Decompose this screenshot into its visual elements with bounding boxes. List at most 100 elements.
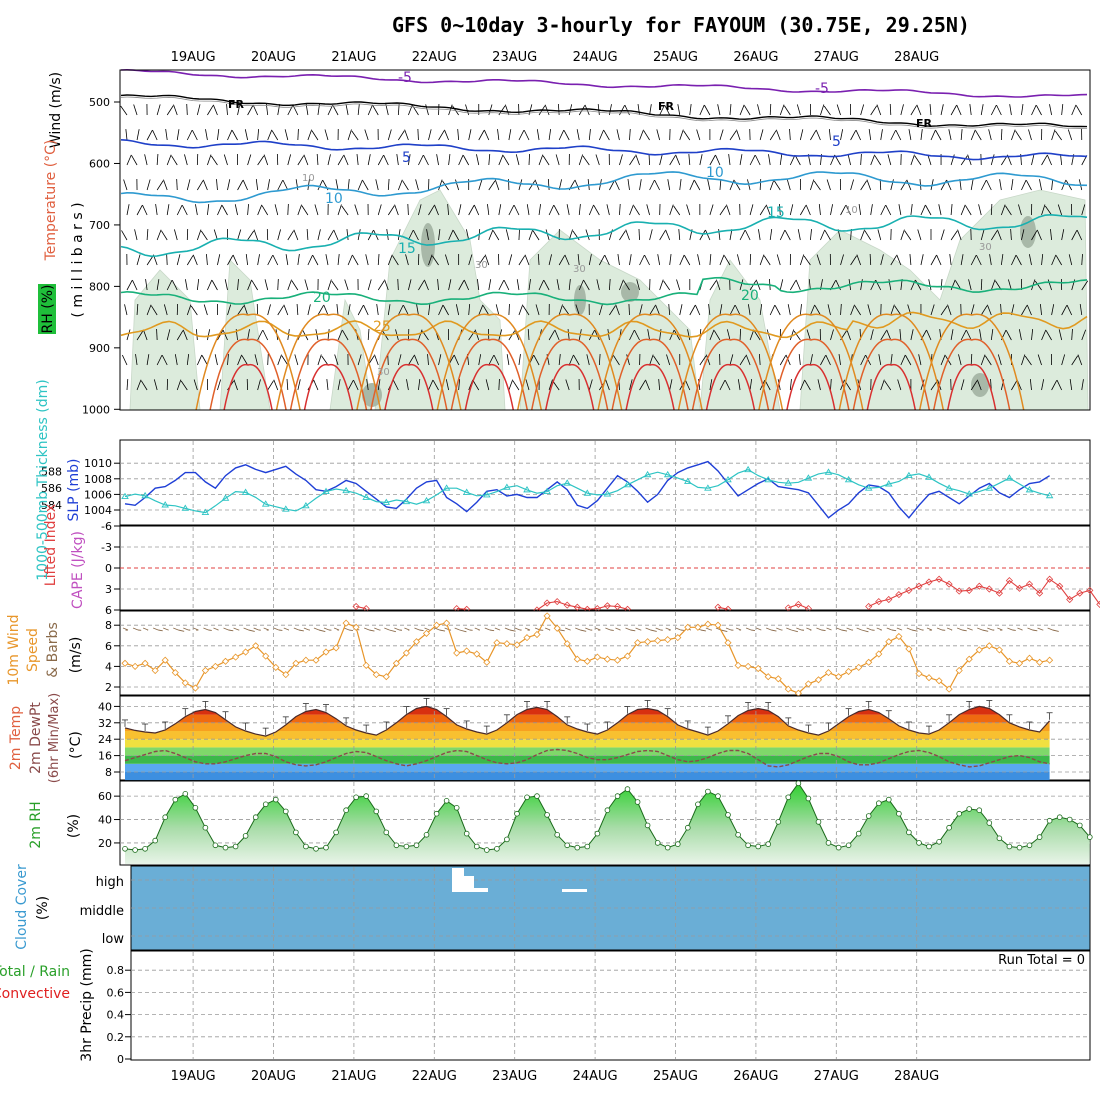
- wind-tick-2: 2: [105, 681, 112, 694]
- rh-marker: [645, 823, 650, 828]
- rh-marker: [866, 814, 871, 819]
- cloud-label: Cloud Cover: [14, 864, 30, 950]
- rh-tick-60: 60: [98, 790, 112, 803]
- date-bottom-26aug: 26AUG: [733, 1069, 778, 1084]
- rh-label-c: 30: [573, 264, 586, 275]
- rh-marker: [1057, 815, 1062, 820]
- rh-tick-40: 40: [98, 814, 112, 827]
- rh-marker: [414, 843, 419, 848]
- rh-marker: [937, 839, 942, 844]
- rh-marker: [364, 794, 369, 799]
- li-tick--6: -6: [101, 520, 112, 533]
- rh-marker: [816, 820, 821, 825]
- rh-marker: [977, 808, 982, 813]
- cloud-gap-c: [474, 888, 488, 892]
- temp-label-b: 2m DewPt: [28, 702, 44, 774]
- rh-marker: [1027, 843, 1032, 848]
- date-top-22aug: 22AUG: [412, 50, 457, 65]
- rh-marker: [163, 815, 168, 820]
- isotherm-label-10-a: 10: [325, 191, 343, 207]
- rh-marker: [1037, 835, 1042, 840]
- date-top-25aug: 25AUG: [653, 50, 698, 65]
- rh-marker: [766, 842, 771, 847]
- rh-marker: [1067, 817, 1072, 822]
- rh-marker: [183, 791, 188, 796]
- surface-barb: [821, 630, 825, 631]
- rh-marker: [776, 820, 781, 825]
- slp-tick-1008: 1008: [84, 473, 112, 486]
- rh-marker: [655, 841, 660, 846]
- rh-marker: [886, 797, 891, 802]
- wind-label-a: 10m Wind: [6, 614, 22, 685]
- rh-marker: [354, 795, 359, 800]
- rh-marker: [947, 825, 952, 830]
- rh-marker: [334, 830, 339, 835]
- precip-axis-label: 3hr Precip (mm): [79, 948, 95, 1061]
- rh-marker: [374, 809, 379, 814]
- surface-barb: [349, 630, 353, 631]
- rh-marker: [565, 843, 570, 848]
- rh-marker: [575, 845, 580, 850]
- cloud-unit-label: (%): [35, 896, 51, 920]
- surface-barb: [419, 630, 423, 631]
- slp-tick-1006: 1006: [84, 488, 112, 501]
- wind-label-b: Speed: [25, 628, 41, 672]
- wind-tick-8: 8: [105, 619, 112, 632]
- isotherm-label-freezing-c: FR: [916, 117, 933, 130]
- rh-marker: [696, 802, 701, 807]
- rh-marker: [253, 815, 258, 820]
- isotherm-label-freezing-a: FR: [228, 98, 245, 111]
- rh-marker: [213, 843, 218, 848]
- li-label: Lifted Index: [43, 504, 59, 586]
- rh-marker: [314, 846, 319, 851]
- date-bottom-23aug: 23AUG: [492, 1069, 537, 1084]
- rh-label-f: 30: [979, 242, 992, 253]
- rh-marker: [1007, 844, 1012, 849]
- rh-marker: [615, 794, 620, 799]
- rh-marker: [263, 802, 268, 807]
- rh-marker: [243, 834, 248, 839]
- rh-marker: [304, 844, 309, 849]
- rh-marker: [384, 830, 389, 835]
- rh-marker: [474, 844, 479, 849]
- rh-marker: [344, 808, 349, 813]
- rh-marker: [535, 794, 540, 799]
- li-tick-0: 0: [105, 562, 112, 575]
- upper-rh-label: RH (%): [40, 285, 56, 334]
- li-tick-3: 3: [105, 583, 112, 596]
- rh-marker: [736, 832, 741, 837]
- rh-marker: [876, 801, 881, 806]
- date-top-28aug: 28AUG: [894, 50, 939, 65]
- temp-tick-40: 40: [98, 700, 112, 713]
- rh-marker: [294, 830, 299, 835]
- rh-marker: [525, 795, 530, 800]
- temp-unit-label: (°C): [68, 731, 84, 759]
- rh-tick-20: 20: [98, 837, 112, 850]
- pressure-tick-1000: 1000: [82, 403, 110, 416]
- date-top-27aug: 27AUG: [814, 50, 859, 65]
- precip-tick-0.4: 0.4: [107, 1009, 125, 1022]
- rh-marker: [726, 813, 731, 818]
- rh-marker: [585, 844, 590, 849]
- rh-marker: [706, 789, 711, 794]
- isotherm-label-15-b: 15: [767, 205, 785, 221]
- cape-label: CAPE (J/kg): [70, 531, 86, 609]
- temp-band: [120, 764, 1090, 772]
- rh-marker: [223, 845, 228, 850]
- rh-marker: [595, 831, 600, 836]
- wind-unit-label: (m/s): [68, 637, 84, 674]
- rh-marker: [555, 832, 560, 837]
- temp-label-a: 2m Temp: [8, 706, 24, 770]
- rh-marker: [665, 845, 670, 850]
- precip-tick-0.2: 0.2: [107, 1031, 125, 1044]
- rh-marker: [123, 846, 128, 851]
- date-bottom-19aug: 19AUG: [171, 1069, 216, 1084]
- date-top-19aug: 19AUG: [171, 50, 216, 65]
- rh-marker: [856, 831, 861, 836]
- date-top-26aug: 26AUG: [733, 50, 778, 65]
